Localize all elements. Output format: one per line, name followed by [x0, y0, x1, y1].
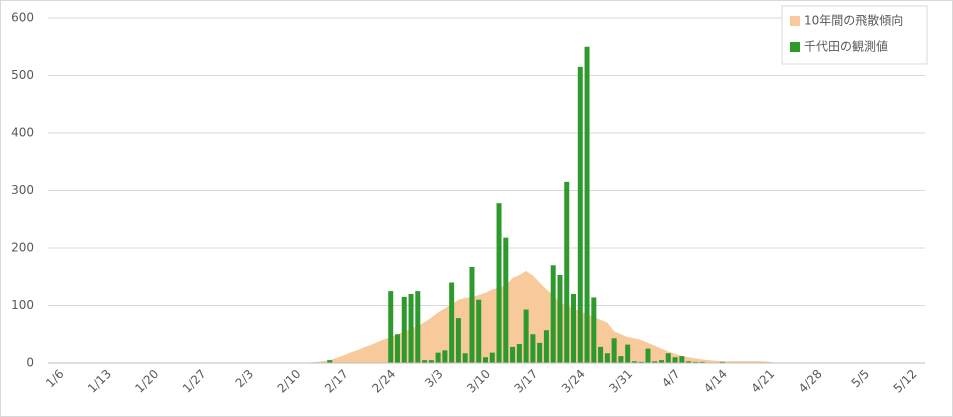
- bar: [496, 203, 502, 363]
- bar: [523, 309, 529, 363]
- bar: [672, 357, 678, 363]
- legend-label: 10年間の飛散傾向: [804, 13, 903, 28]
- y-tick-label: 0: [26, 356, 34, 370]
- bar: [577, 66, 583, 363]
- bar: [571, 294, 577, 363]
- y-tick-label: 600: [11, 11, 34, 25]
- bar: [598, 346, 604, 363]
- bar: [327, 360, 333, 363]
- bar: [388, 291, 394, 363]
- bar: [564, 181, 570, 363]
- legend-swatch: [790, 16, 800, 26]
- y-tick-label: 400: [11, 126, 34, 140]
- bar: [591, 297, 597, 363]
- bar: [631, 361, 637, 363]
- bar: [455, 318, 461, 363]
- bar: [483, 357, 488, 363]
- bar: [699, 361, 705, 363]
- bar: [652, 361, 658, 363]
- bar: [686, 361, 692, 363]
- legend-swatch: [790, 42, 800, 52]
- bar: [543, 330, 549, 363]
- y-tick-label: 500: [11, 68, 34, 82]
- bar: [435, 352, 441, 363]
- bar: [476, 299, 482, 363]
- bar: [604, 353, 610, 363]
- bar: [530, 334, 536, 363]
- bar: [415, 291, 421, 363]
- y-tick-label: 300: [11, 183, 34, 197]
- bar: [665, 353, 671, 363]
- bar: [503, 237, 509, 363]
- bar: [638, 361, 644, 363]
- bar: [679, 356, 685, 363]
- legend-label: 千代田の観測値: [804, 39, 888, 54]
- y-tick-label: 100: [11, 298, 34, 312]
- bar: [449, 282, 455, 363]
- bar: [422, 360, 428, 363]
- bar: [401, 296, 407, 363]
- bar: [584, 46, 590, 363]
- bar: [659, 360, 665, 363]
- bar: [550, 265, 556, 363]
- bar: [645, 348, 651, 363]
- bar: [692, 361, 698, 363]
- bar: [428, 360, 434, 363]
- bar: [516, 344, 522, 363]
- bar: [537, 342, 543, 363]
- bar: [618, 356, 624, 363]
- bar: [611, 338, 617, 363]
- bar: [719, 361, 725, 363]
- bar: [510, 346, 516, 363]
- bar: [489, 352, 495, 363]
- legend-box: [781, 5, 928, 65]
- bar: [408, 294, 414, 363]
- y-tick-label: 200: [11, 241, 34, 255]
- bar: [625, 344, 631, 363]
- bar: [442, 350, 448, 363]
- bar: [394, 334, 400, 363]
- bar: [462, 353, 468, 363]
- area: [59, 271, 912, 363]
- bar: [469, 266, 475, 363]
- bar: [557, 275, 563, 363]
